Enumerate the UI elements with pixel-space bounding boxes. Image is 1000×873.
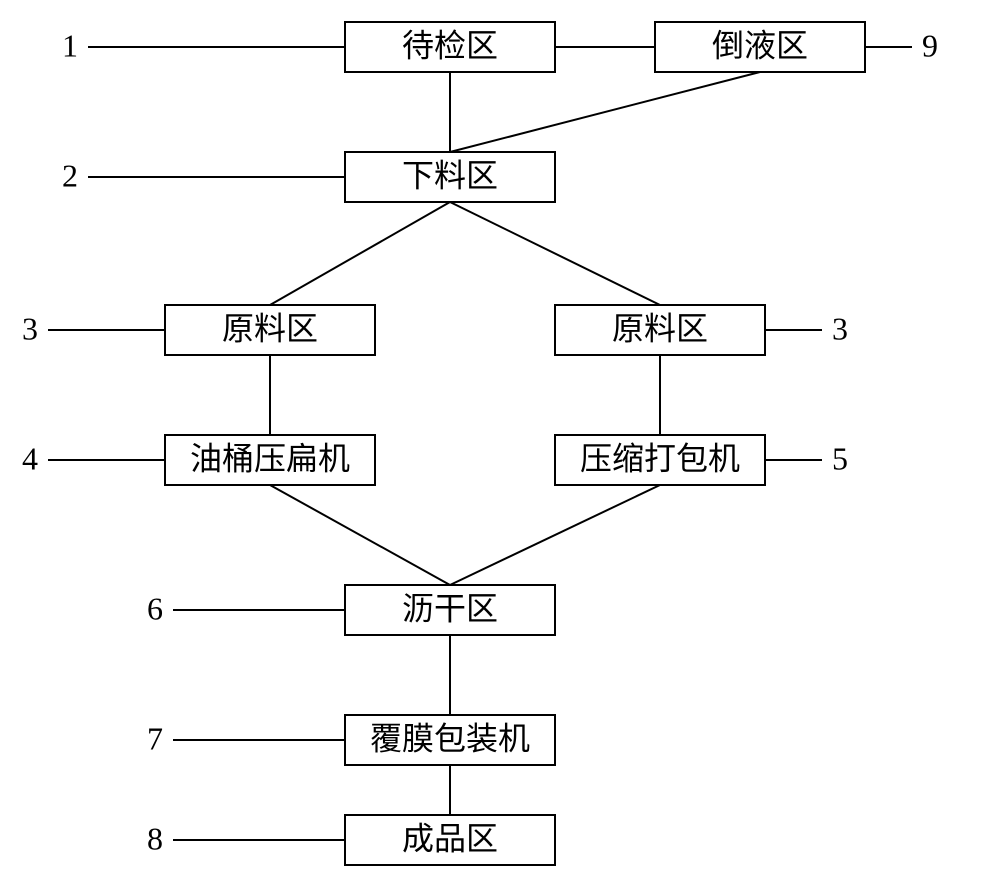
flow-node: 成品区 [345,815,555,865]
node-label: 覆膜包装机 [370,720,530,756]
node-label: 待检区 [402,27,498,63]
node-label: 成品区 [402,820,498,856]
node-label: 油桶压扁机 [190,440,350,476]
flow-node: 油桶压扁机 [165,435,375,485]
node-number: 7 [147,720,163,756]
flow-node: 压缩打包机 [555,435,765,485]
flow-node: 待检区 [345,22,555,72]
node-label: 压缩打包机 [580,440,740,476]
node-number: 2 [62,157,78,193]
edge [270,485,450,585]
edge [270,202,450,305]
edge [450,72,760,152]
node-number: 3 [832,310,848,346]
flow-node: 沥干区 [345,585,555,635]
flowchart-canvas: 待检区 1 倒液区 9 下料区 2 原料区 3 原料区 3 油桶压扁机 4 压缩打包机 5 沥干区 6 覆膜包装… [0,0,1000,873]
flow-node: 倒液区 [655,22,865,72]
edge [450,485,660,585]
flow-node: 原料区 [165,305,375,355]
node-label: 沥干区 [402,590,498,626]
edge [450,202,660,305]
node-number: 6 [147,590,163,626]
nodes-layer: 待检区 1 倒液区 9 下料区 2 原料区 3 原料区 3 油桶压扁机 4 压缩打包机 5 沥干区 6 覆膜包装… [22,22,938,865]
node-number: 1 [62,27,78,63]
node-number: 3 [22,310,38,346]
node-number: 5 [832,440,848,476]
node-label: 下料区 [402,157,498,193]
node-number: 9 [922,27,938,63]
flow-node: 下料区 [345,152,555,202]
node-label: 原料区 [612,310,708,346]
flow-node: 覆膜包装机 [345,715,555,765]
node-number: 8 [147,820,163,856]
node-number: 4 [22,440,38,476]
node-label: 倒液区 [712,27,808,63]
node-label: 原料区 [222,310,318,346]
flow-node: 原料区 [555,305,765,355]
